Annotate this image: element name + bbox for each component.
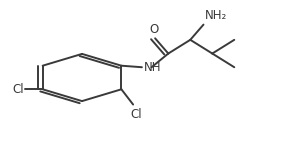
Text: O: O xyxy=(149,23,158,36)
Text: NH₂: NH₂ xyxy=(205,9,227,22)
Text: Cl: Cl xyxy=(12,83,24,96)
Text: NH: NH xyxy=(143,61,161,74)
Text: Cl: Cl xyxy=(130,108,142,121)
